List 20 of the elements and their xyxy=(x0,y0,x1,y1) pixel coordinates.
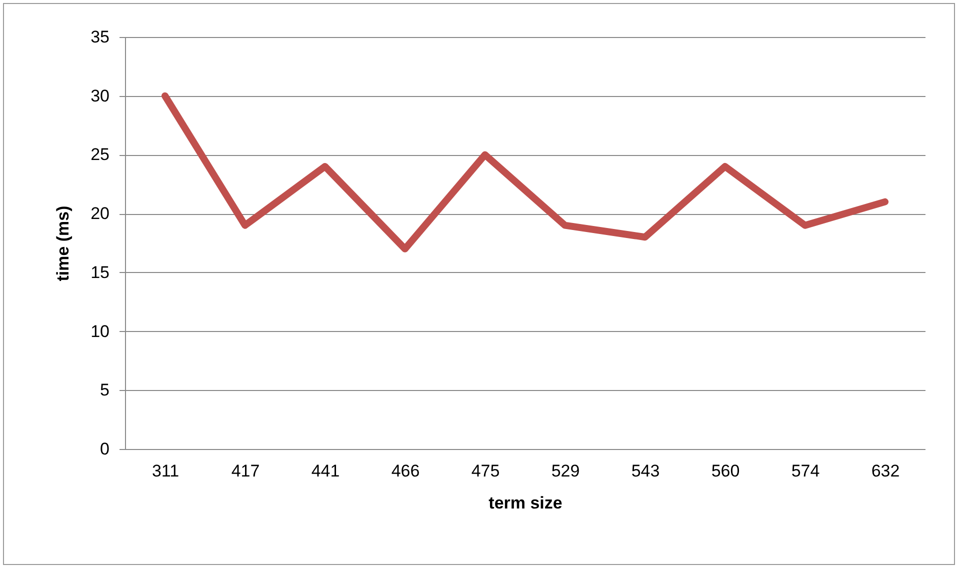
y-tick-label: 35 xyxy=(90,28,110,46)
y-tick-label: 25 xyxy=(90,145,110,164)
x-tick-label: 417 xyxy=(231,462,260,480)
x-tick-label: 560 xyxy=(711,462,740,480)
y-tick-label: 0 xyxy=(100,440,110,458)
x-tick-label: 543 xyxy=(631,462,660,480)
y-tick-label: 10 xyxy=(90,322,110,341)
y-tick-label: 15 xyxy=(90,262,110,282)
x-axis-title: term size xyxy=(488,494,562,512)
y-tick-label: 5 xyxy=(100,380,110,400)
y-tick-label: 30 xyxy=(90,86,110,106)
x-tick-label: 475 xyxy=(471,462,500,480)
x-tick-label: 441 xyxy=(311,462,340,480)
x-tick-label: 574 xyxy=(791,462,820,480)
y-tick-label: 20 xyxy=(90,204,110,224)
x-tick-label: 632 xyxy=(871,462,900,480)
x-tick-label: 529 xyxy=(551,462,580,480)
x-tick-label: 466 xyxy=(391,462,420,480)
x-tick-label: 311 xyxy=(152,462,180,480)
y-axis-title: time (ms) xyxy=(54,206,73,282)
